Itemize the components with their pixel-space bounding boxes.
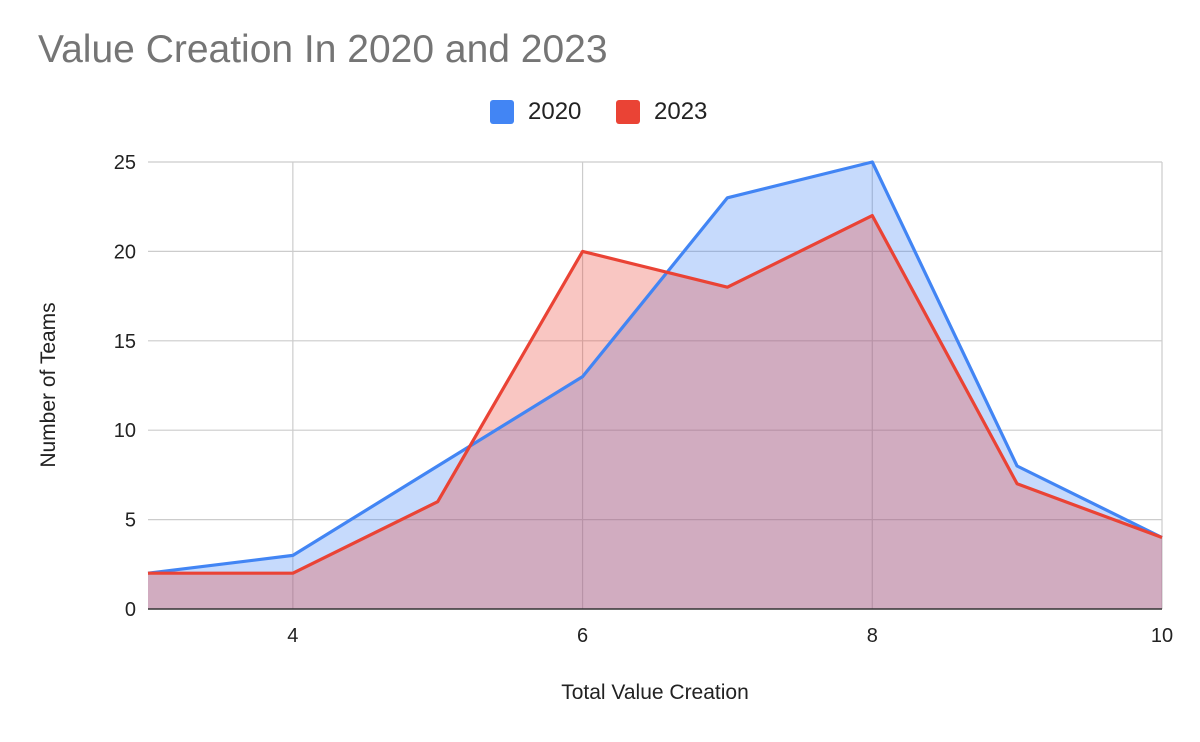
legend-label-2023: 2023 bbox=[654, 98, 708, 125]
point-2023-x5 bbox=[436, 500, 439, 503]
series-areas bbox=[148, 162, 1162, 609]
point-2020-x8 bbox=[871, 161, 874, 164]
x-tick-label-10: 10 bbox=[1151, 625, 1173, 647]
point-2023-x4 bbox=[291, 572, 294, 575]
y-tick-label-0: 0 bbox=[125, 599, 136, 621]
line-series-2023 bbox=[148, 214, 1163, 575]
legend-swatch-2023 bbox=[616, 100, 640, 124]
y-tick-label-25: 25 bbox=[114, 152, 136, 174]
point-2023-x7 bbox=[726, 286, 729, 289]
point-2023-x9 bbox=[1016, 482, 1019, 485]
point-2023-x8 bbox=[871, 214, 874, 217]
axes: 0 5 10 15 20 25 4 6 8 10 bbox=[114, 152, 1173, 647]
point-2023-x3 bbox=[147, 572, 150, 575]
legend: 2020 2023 bbox=[0, 96, 1200, 128]
x-tick-label-6: 6 bbox=[577, 625, 588, 647]
chart-title: Value Creation In 2020 and 2023 bbox=[38, 28, 608, 71]
area-series-2023 bbox=[148, 215, 1162, 609]
x-tick-label-8: 8 bbox=[867, 625, 878, 647]
x-tick-label-4: 4 bbox=[287, 625, 298, 647]
point-2020-x7 bbox=[726, 196, 729, 199]
legend-item-2020[interactable]: 2020 bbox=[490, 96, 581, 128]
point-2023-x6 bbox=[581, 250, 584, 253]
legend-label-2020: 2020 bbox=[528, 98, 582, 125]
y-tick-label-5: 5 bbox=[125, 510, 136, 532]
point-2020-x4 bbox=[291, 554, 294, 557]
grid-lines bbox=[148, 161, 1163, 609]
y-tick-label-20: 20 bbox=[114, 241, 136, 263]
line-series-2020 bbox=[147, 160, 1163, 575]
y-axis-title: Number of Teams bbox=[37, 302, 60, 467]
point-2020-x9 bbox=[1016, 464, 1019, 467]
x-axis-title: Total Value Creation bbox=[561, 681, 749, 704]
legend-swatch-2020 bbox=[490, 100, 514, 124]
point-2020-x5 bbox=[436, 464, 439, 467]
series-lines bbox=[147, 160, 1164, 575]
point-2023-x10 bbox=[1161, 536, 1164, 539]
area-series-2020 bbox=[148, 162, 1162, 609]
legend-item-2023[interactable]: 2023 bbox=[616, 96, 707, 128]
y-tick-label-10: 10 bbox=[114, 420, 136, 442]
y-tick-label-15: 15 bbox=[114, 331, 136, 353]
point-2020-x6 bbox=[581, 375, 584, 378]
